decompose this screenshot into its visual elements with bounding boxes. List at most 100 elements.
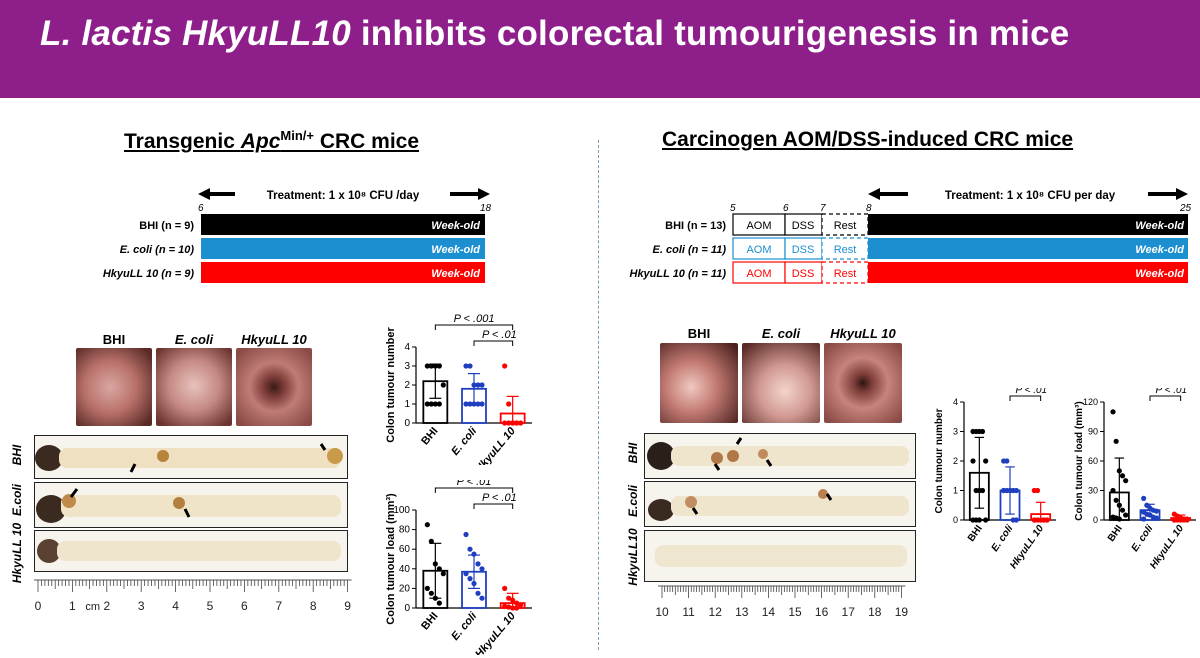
x-category-label: BHI — [419, 610, 440, 632]
x-category-label: BHI — [966, 523, 985, 544]
data-point — [1013, 517, 1019, 523]
data-point — [436, 566, 442, 572]
page-title-italic: L. lactis HkyuLL10 — [40, 14, 351, 53]
data-point — [428, 401, 434, 407]
right-phase-rest-text-0: Rest — [834, 220, 857, 232]
data-point — [502, 603, 508, 609]
ruler-label: 16 — [815, 605, 829, 619]
y-tick-label: 90 — [1088, 427, 1098, 437]
y-tick-label: 0 — [404, 418, 410, 429]
data-point — [1116, 502, 1122, 508]
ruler-label: 15 — [788, 605, 802, 619]
x-category-label: BHI — [1106, 523, 1125, 544]
right-colon-photo-hkyu — [644, 530, 916, 582]
right-bar-0 — [868, 214, 1188, 235]
data-point — [510, 420, 516, 426]
data-point — [428, 538, 434, 544]
data-point — [440, 382, 446, 388]
right-photo-label-hkyu: HkyuLL 10 — [830, 326, 896, 341]
right-ruler: 10 11 12 13 14 15 16 17 18 19 — [655, 585, 908, 619]
ruler-label: 10 — [655, 605, 669, 619]
data-point — [471, 580, 477, 587]
y-tick-label: 60 — [1088, 456, 1098, 466]
data-point — [1116, 468, 1122, 474]
right-group-label-2: HkyuLL 10 (n = 11) — [630, 268, 727, 280]
y-tick-label: 120 — [1083, 397, 1098, 407]
left-colon-photo-hkyu — [34, 530, 348, 572]
data-point — [1007, 487, 1013, 494]
data-point — [471, 382, 477, 388]
data-point — [1153, 515, 1159, 521]
data-point — [1044, 517, 1050, 523]
data-point — [475, 382, 481, 388]
left-endoscopy-photo-ecoli — [156, 348, 232, 426]
y-axis-label: Colon tumour load (mm³) — [1074, 401, 1085, 520]
significance-label: P < .01 — [482, 492, 517, 504]
right-bar-2 — [868, 262, 1188, 283]
ruler-label: 5 — [207, 599, 214, 613]
data-point — [432, 401, 438, 407]
ruler-label: 6 — [241, 599, 248, 613]
data-point — [463, 401, 469, 407]
data-point — [1141, 516, 1147, 522]
data-point — [463, 571, 469, 577]
data-point — [514, 605, 520, 611]
right-bar-text-0: Week-old — [1135, 220, 1184, 232]
data-point — [1123, 512, 1129, 518]
y-tick-label: 20 — [399, 583, 411, 594]
y-tick-label: 60 — [399, 544, 411, 555]
data-point — [1184, 517, 1190, 523]
data-point — [428, 590, 434, 596]
left-endoscopy-photo-hkyu — [236, 348, 312, 426]
right-phase-rest-text-1: Rest — [834, 244, 857, 256]
right-bar-1 — [868, 238, 1188, 259]
right-bar-text-2: Week-old — [1135, 268, 1184, 280]
data-point — [432, 561, 438, 567]
y-tick-label: 0 — [404, 603, 410, 614]
right-phase-aom-text-1: AOM — [746, 244, 771, 256]
significance-bracket — [473, 340, 514, 346]
data-point — [1031, 517, 1037, 523]
data-point — [471, 551, 477, 557]
left-bar-ecoli — [201, 238, 485, 259]
ruler-label: 12 — [709, 605, 723, 619]
ruler-unit: cm — [85, 601, 100, 613]
right-week-5: 5 — [730, 203, 736, 214]
right-colon-label-hkyu: HkyuLL10 — [626, 528, 640, 586]
significance-label: P < .01 — [457, 480, 492, 488]
right-phase-dss-text-0: DSS — [792, 220, 815, 232]
ruler-label: 0 — [35, 599, 42, 613]
left-bar-text-bhi: Week-old — [431, 220, 480, 232]
data-point — [970, 458, 976, 464]
data-point — [424, 585, 430, 591]
left-group-label-ecoli: E. coli (n = 10) — [120, 244, 195, 256]
data-point — [976, 517, 982, 523]
page-title: L. lactis HkyuLL10 inhibits colorectal t… — [40, 14, 1069, 54]
data-point — [475, 561, 481, 567]
y-tick-label: 3 — [404, 361, 410, 372]
significance-bracket — [434, 324, 514, 330]
left-group-label-hkyu: HkyuLL 10 (n = 9) — [103, 268, 195, 280]
y-tick-label: 100 — [393, 505, 410, 516]
right-phase-rest-text-2: Rest — [834, 268, 857, 280]
x-category-label: E. coli — [449, 609, 480, 642]
x-category-label: HkyuLL 10 — [473, 425, 518, 465]
data-point — [514, 420, 520, 426]
right-phase-dss-text-2: DSS — [792, 268, 815, 280]
left-photo-label-hkyu: HkyuLL 10 — [241, 332, 307, 347]
y-axis-label: Colon tumour number — [934, 408, 945, 513]
left-treatment-label: Treatment: 1 x 10⁸ CFU /day — [267, 190, 420, 202]
data-point — [506, 604, 512, 610]
data-point — [1123, 478, 1129, 484]
left-photo-label-ecoli: E. coli — [174, 332, 214, 347]
data-point — [1110, 409, 1116, 415]
data-point — [502, 420, 508, 426]
left-title-sup: Min/+ — [280, 128, 314, 143]
data-point — [1116, 516, 1122, 522]
right-colon-photo-bhi — [644, 433, 916, 479]
data-point — [467, 401, 473, 407]
left-week-start: 6 — [198, 203, 204, 214]
data-point — [432, 363, 438, 369]
